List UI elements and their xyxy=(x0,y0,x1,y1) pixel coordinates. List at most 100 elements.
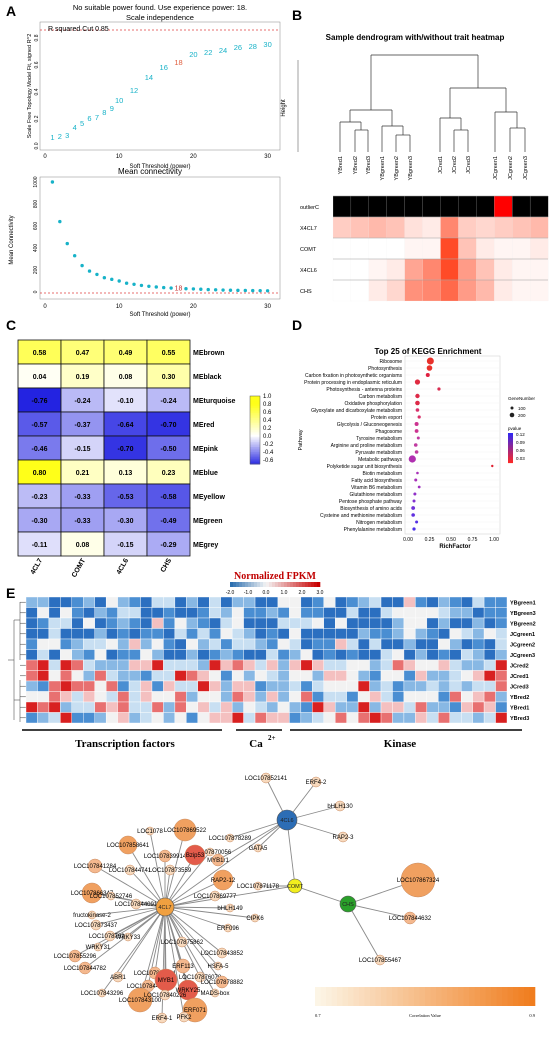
f-gene-label: LOC107870056 xyxy=(189,850,232,856)
c-colorbar-step xyxy=(250,399,260,402)
e-cell xyxy=(380,670,393,682)
e-cell xyxy=(48,607,61,619)
d-pathway-label: Oxidative phosphorylation xyxy=(344,401,402,407)
a-bot-point xyxy=(154,285,158,289)
e-cell xyxy=(48,628,61,640)
c-colorbar-step xyxy=(250,424,260,428)
a-bot-xtick: 20 xyxy=(190,304,197,310)
d-legend-p-step xyxy=(508,434,513,437)
f-legend-step xyxy=(397,987,404,1006)
e-scale-step xyxy=(272,582,276,587)
f-gene-label: LOC1078 xyxy=(137,829,163,835)
e-cell xyxy=(357,638,370,650)
e-cell xyxy=(266,691,279,703)
e-cell xyxy=(460,712,473,724)
f-gene-label: LOC107855467 xyxy=(359,958,402,964)
e-cell xyxy=(323,628,336,640)
e-cell xyxy=(186,691,198,703)
panel-letter-e: E xyxy=(6,585,15,601)
e-cell xyxy=(472,628,485,640)
e-cell xyxy=(117,649,130,661)
e-cell xyxy=(37,680,50,692)
e-cell xyxy=(60,659,73,671)
f-legend-step xyxy=(518,987,525,1006)
e-cell xyxy=(231,691,244,703)
c-colorbar-step xyxy=(250,407,260,411)
f-gene-label: LOC107840226 xyxy=(144,993,187,999)
e-cell xyxy=(460,649,473,661)
f-gene-label: PFK2 xyxy=(176,1015,192,1021)
a-bot-point xyxy=(206,287,210,292)
e-cell xyxy=(105,628,118,640)
b-heat-cell xyxy=(386,258,406,281)
e-cell xyxy=(140,659,153,671)
a-bot-ytick: 1000 xyxy=(33,176,39,187)
b-heat-cell xyxy=(332,258,352,281)
c-cell xyxy=(146,411,191,437)
e-scale-step xyxy=(305,582,309,587)
e-cell xyxy=(94,680,107,692)
f-gene-label: LOC107844632 xyxy=(389,916,432,922)
f-legend-step xyxy=(359,987,365,1006)
f-gene-node xyxy=(374,954,386,966)
f-gene-node xyxy=(223,923,233,933)
a-bot-point xyxy=(87,269,92,273)
b-heat-cell xyxy=(350,195,370,218)
c-colorbar-step xyxy=(250,423,260,426)
e-cell xyxy=(151,659,164,671)
e-cell xyxy=(128,649,141,661)
d-legend-p-label: 0.09 xyxy=(516,440,525,445)
e-cell xyxy=(48,670,61,682)
e-cell xyxy=(25,691,38,703)
b-heat-cell xyxy=(350,237,370,260)
e-cell xyxy=(472,691,485,703)
e-scale-label: 3.0 xyxy=(317,590,324,596)
e-cell xyxy=(415,617,428,629)
c-colorbar-step xyxy=(250,426,260,429)
f-gene-node xyxy=(176,936,188,948)
panel-d-xlabel: RichFactor xyxy=(439,544,471,550)
c-colorbar-step xyxy=(250,445,260,448)
f-gene-label: LOC107867324 xyxy=(397,878,440,884)
e-cell xyxy=(266,701,279,713)
d-legend-p-step xyxy=(508,439,513,441)
d-legend-p-title: pvalue xyxy=(508,426,522,431)
d-pathway-label: Glutathione metabolism xyxy=(349,492,402,498)
e-cell xyxy=(438,617,450,629)
e-cell xyxy=(94,649,107,661)
e-cell xyxy=(266,638,279,650)
e-cell xyxy=(380,628,393,640)
c-module-label: MEblack xyxy=(193,374,222,381)
d-point xyxy=(414,478,418,482)
c-colorbar-step xyxy=(250,448,260,451)
d-legend-p-step xyxy=(508,445,513,447)
d-pathway-label: Phagosome xyxy=(375,429,402,435)
e-cell xyxy=(163,628,176,640)
a-top-point-label: 6 xyxy=(87,114,91,123)
a-bot-point xyxy=(50,180,55,184)
e-cell xyxy=(300,670,313,682)
d-legend-p-step xyxy=(508,458,513,461)
a-bot-ytick: 0 xyxy=(33,290,39,293)
e-cell xyxy=(472,712,485,724)
e-cell xyxy=(105,649,118,661)
e-cell xyxy=(25,596,38,608)
a-top-point-label: 24 xyxy=(219,46,227,55)
e-cell xyxy=(357,680,370,692)
e-cell xyxy=(380,680,393,692)
e-cell xyxy=(60,691,73,703)
d-xtick: 0.50 xyxy=(446,537,456,543)
e-scale-step xyxy=(251,582,255,587)
c-colorbar-step xyxy=(250,397,260,400)
c-cell xyxy=(60,435,105,461)
b-heat-cell xyxy=(386,279,406,302)
e-cell xyxy=(174,628,187,640)
f-legend-step xyxy=(414,987,420,1006)
e-cell xyxy=(380,659,393,671)
e-scale-label: 2.0 xyxy=(299,590,306,596)
f-legend-step xyxy=(436,987,442,1006)
c-colorbar-step xyxy=(250,404,260,407)
c-colorbar-step xyxy=(250,447,260,450)
d-xtick: 0.00 xyxy=(403,537,413,543)
b-sample-label: YBred1 xyxy=(338,156,344,174)
